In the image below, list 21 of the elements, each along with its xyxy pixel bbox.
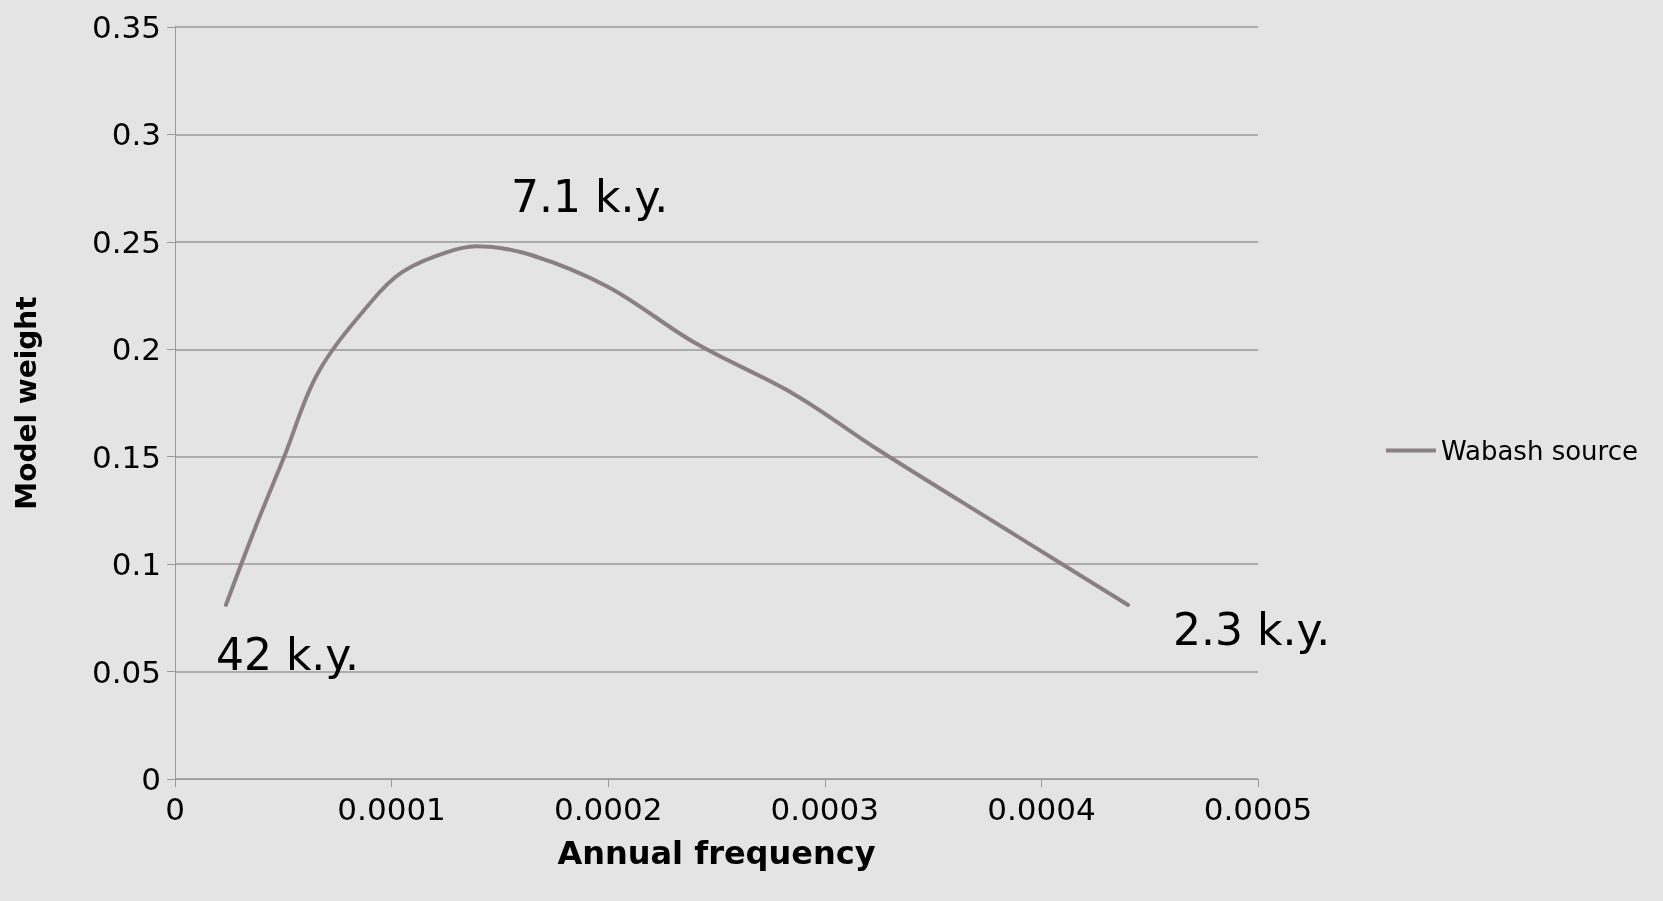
annotation: 2.3 k.y. — [1173, 604, 1331, 656]
y-tick-label: 0.35 — [91, 9, 161, 45]
y-tick-label: 0.05 — [91, 653, 161, 690]
x-tick-label: 0.0005 — [1203, 790, 1313, 827]
x-tick-label: 0.0004 — [987, 790, 1096, 827]
y-tick-label: 0.3 — [111, 116, 161, 153]
x-tick-label: 0.0003 — [770, 790, 880, 827]
legend-label: Wabash source — [1440, 435, 1638, 466]
x-tick-label: 0.0002 — [553, 790, 663, 827]
y-tick-label: 0 — [141, 761, 161, 797]
y-tick-label: 0.15 — [91, 438, 161, 475]
line-series — [223, 244, 1131, 607]
y-tick-label: 0.2 — [111, 331, 161, 368]
x-axis-title: Annual frequency — [557, 834, 876, 872]
y-axis-title: Model weight — [9, 296, 43, 510]
y-tick-label: 0.1 — [111, 546, 161, 583]
x-tick-label: 0 — [165, 790, 185, 827]
annotation: 7.1 k.y. — [511, 170, 669, 222]
x-tick-label: 0.0001 — [337, 790, 446, 827]
annotation: 42 k.y. — [215, 629, 360, 681]
y-tick-label: 0.25 — [91, 223, 161, 260]
